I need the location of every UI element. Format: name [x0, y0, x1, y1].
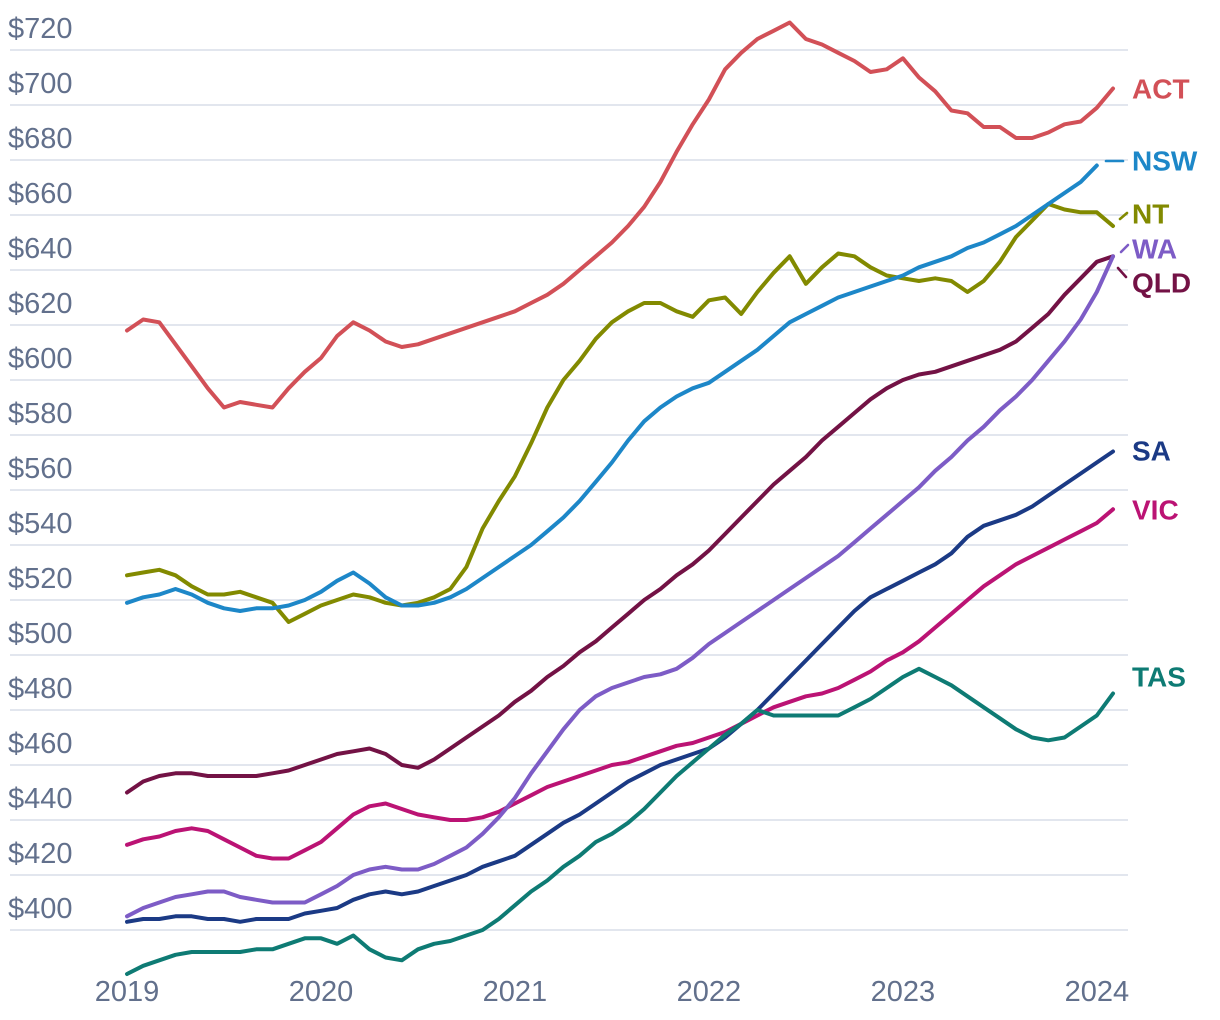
- y-tick-label-420: $420: [8, 838, 73, 870]
- y-tick-label-480: $480: [8, 673, 73, 705]
- y-tick-label-680: $680: [8, 123, 73, 155]
- y-tick-label-500: $500: [8, 618, 73, 650]
- series-connector-NT: [1118, 211, 1129, 221]
- series-line-ACT: [125, 20, 1115, 410]
- x-axis-tick-labels: 2019 2020 2021 2022 2023 2024: [95, 976, 1129, 1008]
- x-tick-label-2022: 2022: [677, 976, 742, 1008]
- x-tick-label-2020: 2020: [289, 976, 354, 1008]
- series-line-WA: [125, 254, 1115, 919]
- series-label-NSW: NSW: [1132, 146, 1198, 177]
- series-label-ACT: ACT: [1132, 74, 1190, 105]
- series-connector-QLD: [1116, 266, 1128, 279]
- x-tick-label-2024: 2024: [1065, 976, 1130, 1008]
- series-label-QLD: QLD: [1132, 268, 1191, 299]
- y-axis-tick-labels: $720 $700 $680 $660 $640 $620 $600 $580 $560 $540…: [8, 13, 73, 925]
- y-tick-label-700: $700: [8, 68, 73, 100]
- series-line-VIC: [125, 507, 1115, 861]
- y-tick-label-660: $660: [8, 178, 73, 210]
- y-tick-label-520: $520: [8, 563, 73, 595]
- series-line-QLD: [125, 254, 1115, 795]
- y-tick-label-460: $460: [8, 728, 73, 760]
- series-connector-WA: [1119, 243, 1130, 254]
- y-tick-label-640: $640: [8, 233, 73, 265]
- series-line-NT: [125, 202, 1115, 624]
- series-label-TAS: TAS: [1132, 662, 1186, 693]
- y-tick-label-400: $400: [8, 893, 73, 925]
- gridlines: [10, 49, 1128, 931]
- y-tick-label-540: $540: [8, 508, 73, 540]
- y-tick-label-720: $720: [8, 13, 73, 45]
- x-tick-label-2019: 2019: [95, 976, 160, 1008]
- y-tick-label-560: $560: [8, 453, 73, 485]
- x-tick-label-2021: 2021: [483, 976, 548, 1008]
- x-tick-label-2023: 2023: [871, 976, 936, 1008]
- series-label-WA: WA: [1132, 234, 1177, 265]
- series-label-SA: SA: [1132, 436, 1171, 467]
- y-tick-label-620: $620: [8, 288, 73, 320]
- y-tick-label-440: $440: [8, 783, 73, 815]
- series-label-VIC: VIC: [1132, 495, 1179, 526]
- y-tick-label-600: $600: [8, 343, 73, 375]
- series-line-SA: [125, 449, 1115, 924]
- series-line-TAS: [125, 666, 1115, 976]
- series-label-NT: NT: [1132, 199, 1169, 230]
- y-tick-label-580: $580: [8, 398, 73, 430]
- series-line-NSW: [125, 163, 1099, 613]
